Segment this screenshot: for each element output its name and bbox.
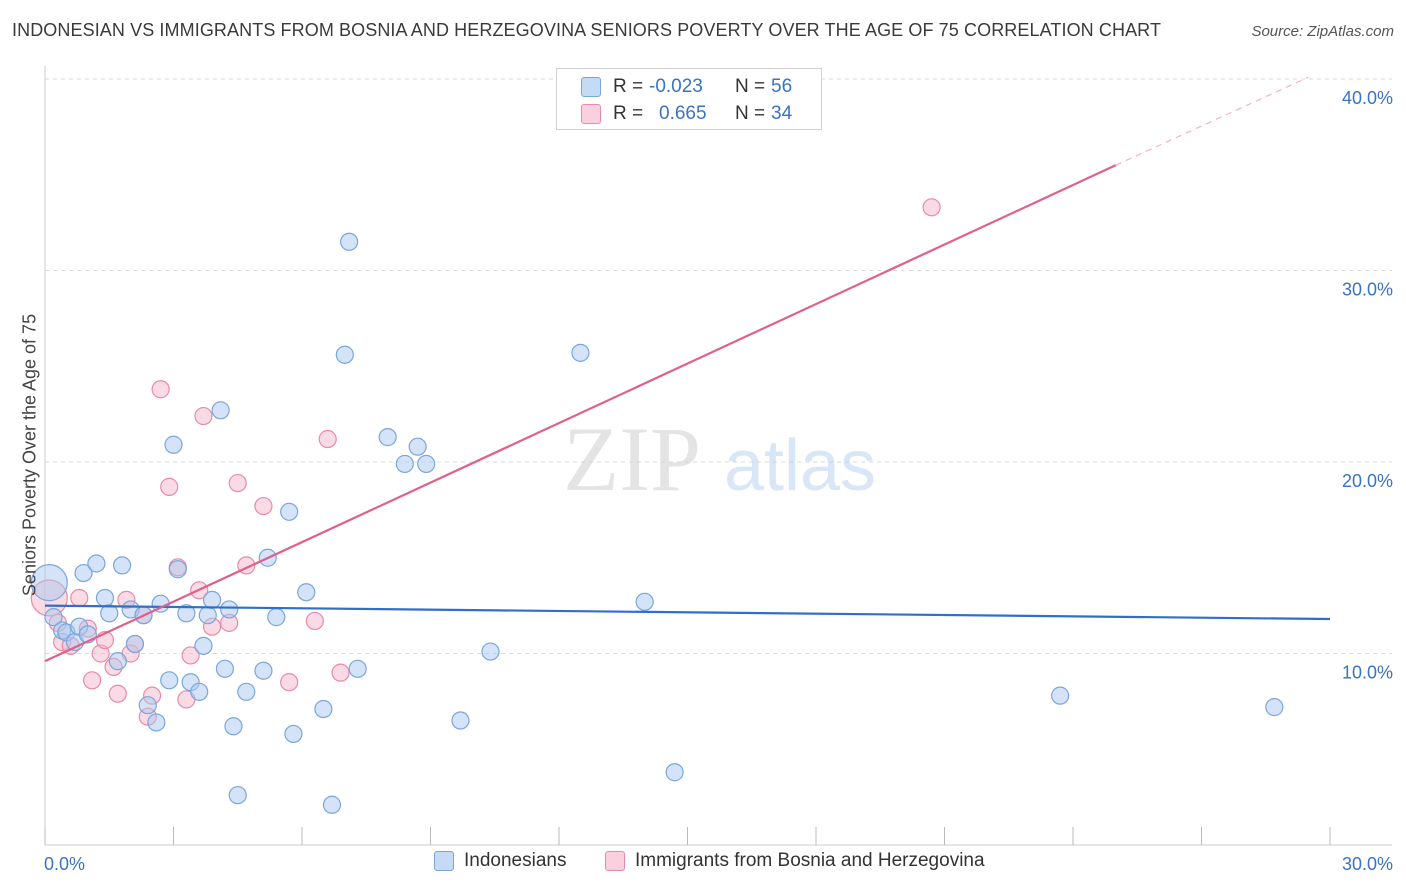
data-point-bosnia [305,611,324,631]
data-point-indonesians [74,563,93,583]
data-point-indonesians [138,696,157,715]
watermark-zip: ZIP [563,408,701,510]
data-point-bosnia [318,429,337,449]
data-point-indonesians [30,564,68,602]
legend-swatch-pink [605,851,625,871]
x-tick-label: 30.0% [1342,854,1393,874]
data-point-indonesians [112,556,132,575]
data-point-indonesians [220,600,239,619]
r-label: R = [613,76,644,97]
data-point-indonesians [280,502,299,521]
data-point-indonesians [160,671,179,690]
trend-line-indonesians [44,604,1331,621]
data-point-indonesians [451,711,470,730]
data-point-indonesians [635,592,654,611]
data-point-indonesians [335,345,354,364]
data-point-indonesians [267,608,286,627]
data-point-bosnia [70,588,89,608]
y-tick-label: 10.0% [1342,663,1393,683]
n-value: 34 [771,103,793,124]
legend-item-indonesians[interactable]: Indonesians [434,850,566,872]
y-axis-title: Seniors Poverty Over the Age of 75 [19,313,40,597]
r-label: R = [613,103,644,124]
data-point-indonesians [237,682,256,701]
r-value: -0.023 [649,76,703,97]
legend-swatch-blue [434,851,454,871]
data-point-bosnia [108,684,127,703]
y-tick-label: 40.0% [1342,88,1393,108]
data-point-indonesians [395,454,414,474]
y-tick-label: 20.0% [1342,471,1393,491]
data-point-indonesians [164,435,183,454]
n-label: N = [735,103,766,124]
data-point-indonesians [1265,698,1284,717]
data-point-indonesians [378,428,397,447]
data-point-indonesians [254,661,273,680]
r-value: 0.665 [659,103,707,124]
data-point-indonesians [202,590,222,609]
x-tick-label: 0.0% [44,854,85,874]
data-point-indonesians [198,606,217,625]
data-point-bosnia [151,380,170,399]
n-label: N = [735,76,766,97]
data-point-indonesians [125,634,145,654]
series-legend: Indonesians Immigrants from Bosnia and H… [0,850,1406,880]
data-point-indonesians [215,659,234,678]
tick-labels: 10.0% 20.0% 30.0% 40.0% 0.0% 30.0% [44,88,1393,874]
source-label: Source: ZipAtlas.com [1251,23,1394,40]
data-point-indonesians [168,560,187,579]
data-point-indonesians [95,588,115,608]
trend-line-bosnia [44,164,1117,663]
data-point-bosnia [331,663,350,682]
data-point-indonesians [348,659,367,678]
data-point-bosnia [160,477,179,496]
data-point-bosnia [280,673,299,692]
trend-line-bosnia-extension [1115,76,1309,166]
data-point-indonesians [322,795,342,814]
y-tick-label: 30.0% [1342,280,1393,300]
data-point-bosnia [181,646,200,665]
legend-item-bosnia[interactable]: Immigrants from Bosnia and Herzegovina [605,850,985,872]
data-point-indonesians [1051,686,1070,705]
data-point-indonesians [211,401,230,420]
data-point-indonesians [177,604,196,623]
data-point-indonesians [87,554,106,573]
data-point-indonesians [571,343,590,362]
axes [44,66,1392,846]
data-point-bosnia [254,496,273,516]
chart-title: INDONESIAN VS IMMIGRANTS FROM BOSNIA AND… [12,20,1162,40]
data-point-indonesians [297,583,316,602]
data-point-indonesians [314,699,333,719]
data-point-indonesians [224,717,243,736]
watermark: ZIP atlas [563,408,876,510]
legend-swatch-blue [581,77,601,97]
gridlines [45,78,1392,654]
watermark-atlas: atlas [724,426,876,506]
data-point-indonesians [190,682,209,701]
legend-label: Indonesians [464,850,567,871]
data-point-indonesians [147,713,166,732]
data-point-bosnia [83,671,102,690]
data-point-indonesians [417,454,436,474]
data-point-bosnia [228,473,247,493]
legend-swatch-pink [581,104,601,124]
data-point-bosnia [194,406,213,426]
data-point-indonesians [481,642,500,661]
data-point-indonesians [665,763,684,782]
data-point-indonesians [194,636,213,655]
data-point-bosnia [922,198,941,217]
data-point-indonesians [340,232,359,251]
data-point-indonesians [408,437,427,456]
n-value: 56 [771,76,793,97]
correlation-legend: R = -0.023 N = 56 R = 0.665 N = 34 [556,68,822,130]
data-point-indonesians [284,724,303,744]
data-point-indonesians [44,608,63,627]
trend-lines [44,76,1331,663]
legend-label: Immigrants from Bosnia and Herzegovina [635,850,985,871]
data-point-indonesians [228,786,247,805]
data-point-indonesians [108,652,127,671]
data-point-indonesians [100,604,119,623]
